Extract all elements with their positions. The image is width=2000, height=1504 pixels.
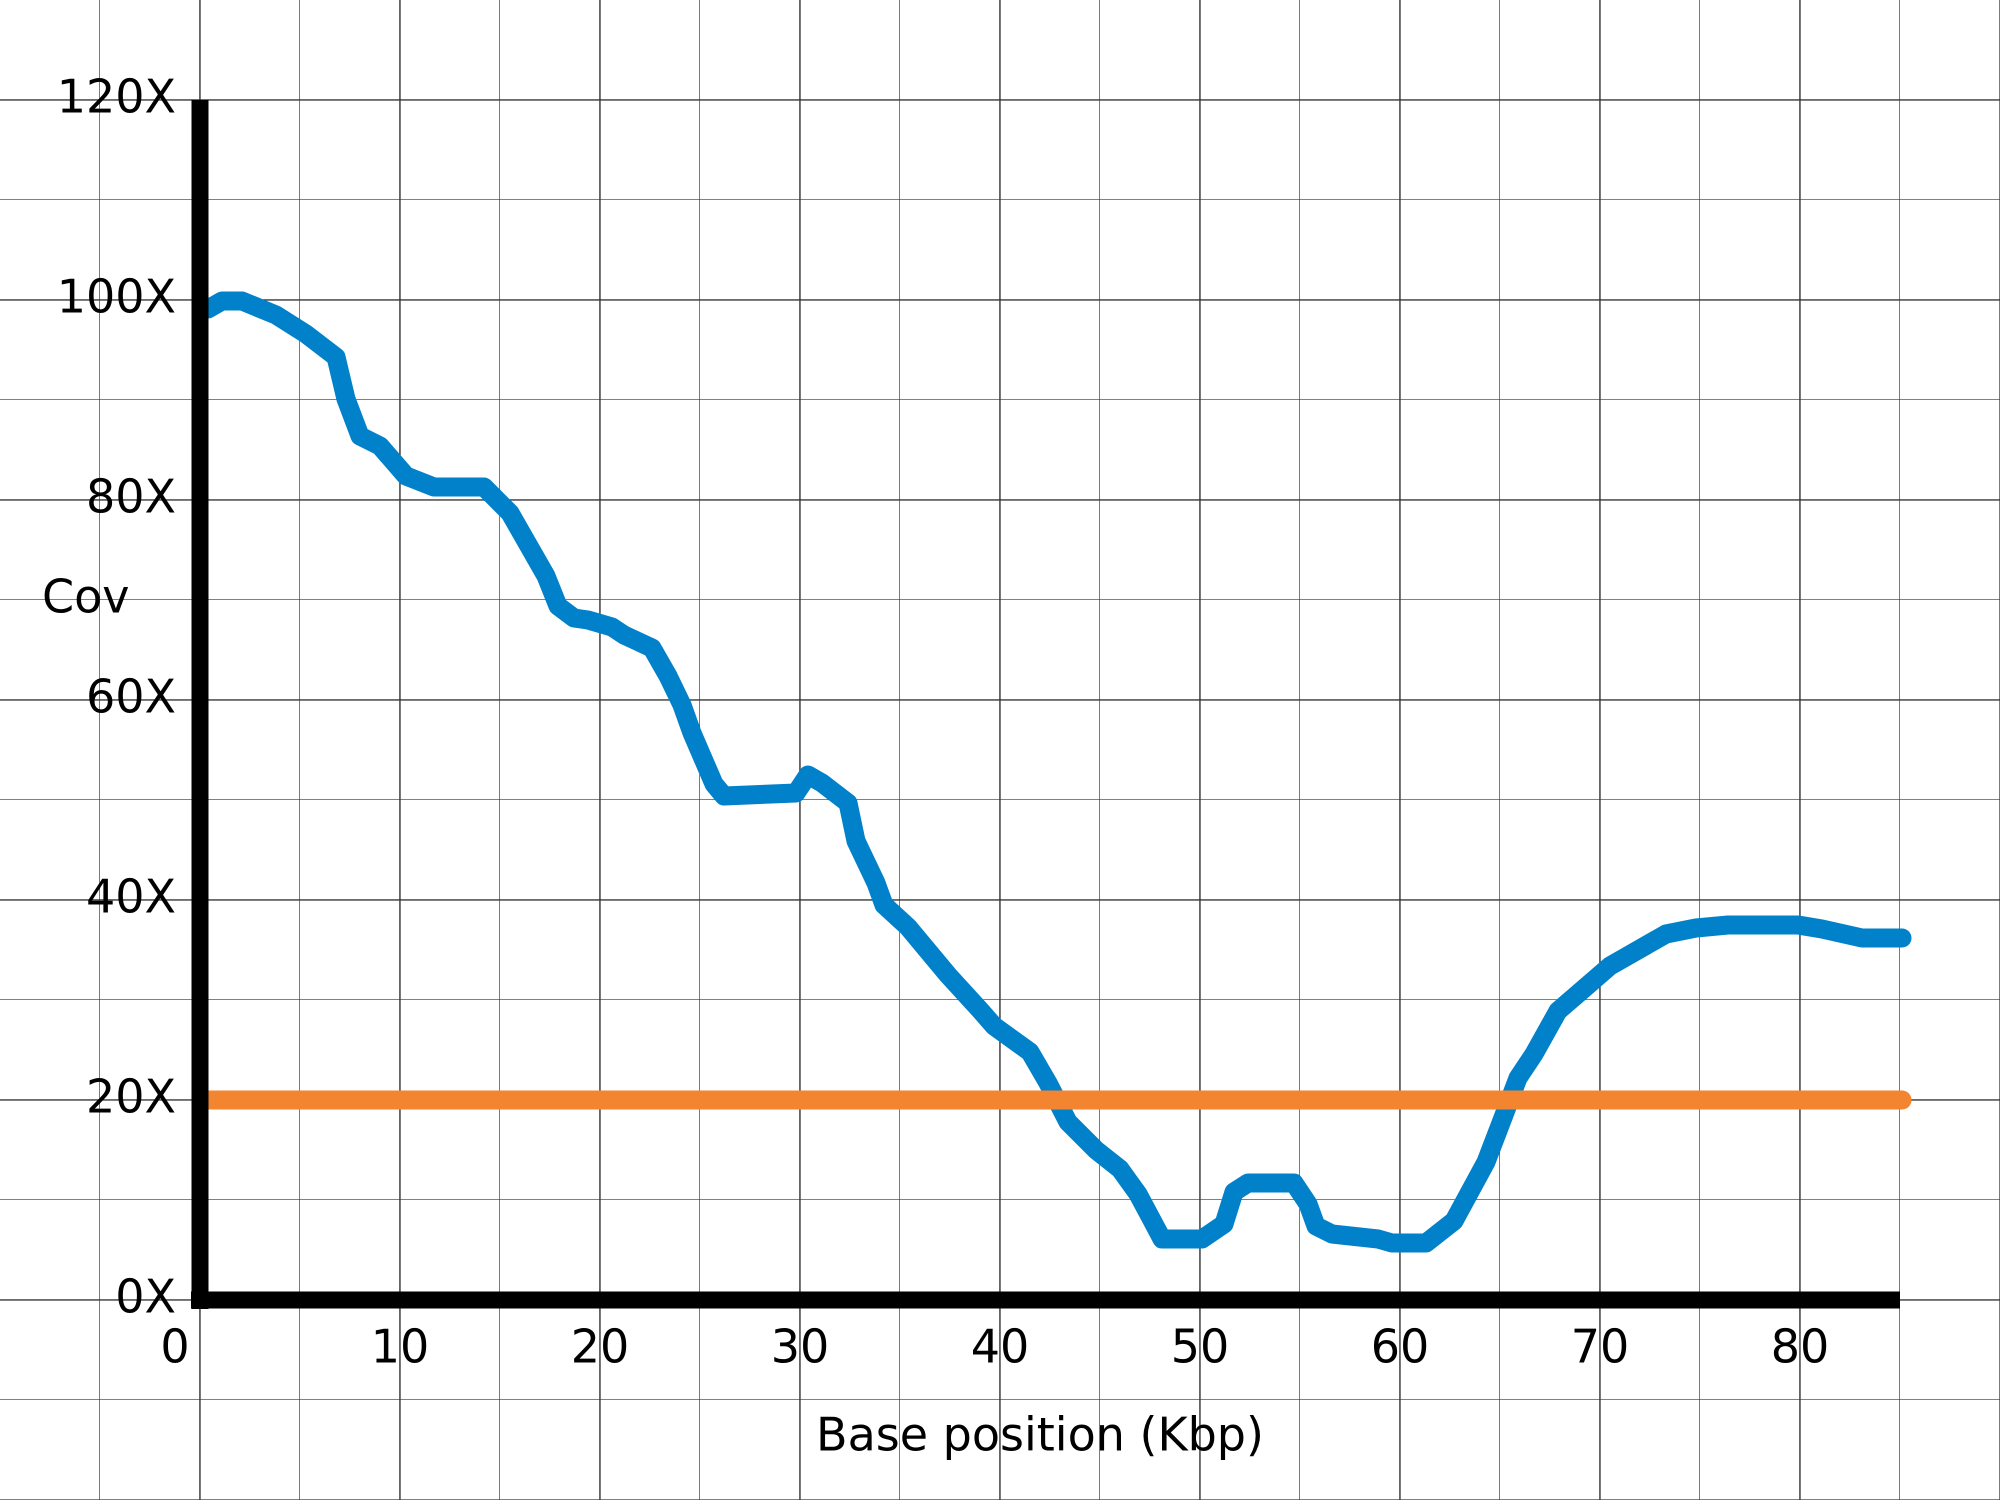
y-tick-label: 100X: [57, 270, 176, 324]
x-tick-label: 50: [1171, 1320, 1230, 1374]
series-line: [198, 291, 1912, 1253]
x-tick-label: 10: [371, 1320, 430, 1374]
x-tick-label: 20: [571, 1320, 630, 1374]
y-axis-label: Cov: [42, 570, 130, 624]
y-tick-label: 20X: [86, 1070, 176, 1124]
axis-layer: 0X 20X 40X 60X 80X 100X 120X 0 10 20 30 40 50 60 70 80: [57, 70, 1900, 1374]
y-tick-label: 80X: [86, 470, 176, 524]
x-tick-label: 30: [771, 1320, 830, 1374]
y-tick-label: 120X: [57, 70, 176, 124]
y-tick-label: 0X: [115, 1270, 176, 1324]
y-tick-label: 40X: [86, 870, 176, 924]
x-tick-label: 40: [971, 1320, 1030, 1374]
y-tick-label: 60X: [86, 670, 176, 724]
x-tick-label: 60: [1371, 1320, 1430, 1374]
x-axis-label: Base position (Kbp): [816, 1408, 1264, 1462]
x-tick-label: 80: [1771, 1320, 1830, 1374]
x-tick-label: 70: [1571, 1320, 1630, 1374]
series-layer: [198, 291, 1912, 1253]
x-tick-label: 0: [160, 1320, 189, 1374]
